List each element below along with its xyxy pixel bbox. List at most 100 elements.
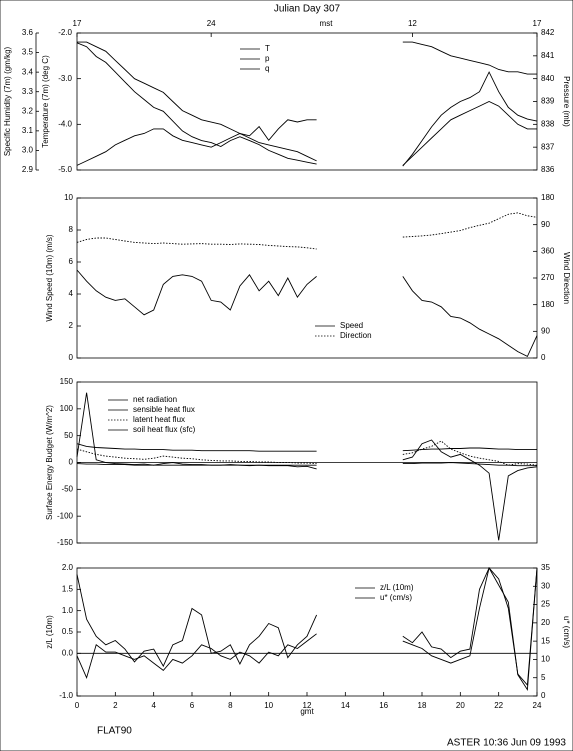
- y2-tick-label: 15: [541, 636, 550, 645]
- y-tick-label: 0.5: [62, 627, 74, 636]
- x-axis-label: gmt: [300, 707, 314, 716]
- y-tick-label: -2.0: [58, 28, 72, 37]
- legend-label: u* (cm/s): [380, 593, 412, 602]
- y-tick-label: 0.0: [62, 648, 74, 657]
- legend-label: sensible heat flux: [133, 405, 195, 414]
- x-tick-label: 0: [75, 701, 80, 710]
- legend-label: p: [265, 54, 270, 63]
- y-tick-label: 0: [69, 353, 74, 362]
- y3-tick-label: 3.5: [22, 48, 34, 57]
- chart-title: Julian Day 307: [274, 4, 341, 15]
- y-tick-label: -4.0: [58, 119, 72, 128]
- series-line: [76, 41, 537, 166]
- y2-tick-label: 837: [541, 142, 555, 151]
- y-axis-label: Surface Energy Budget (W/m^2): [45, 405, 54, 520]
- y2-tick-label: 180: [541, 193, 555, 202]
- y-tick-label: 1.0: [62, 606, 74, 615]
- y2-tick-label: 180: [541, 300, 555, 309]
- series-line: [76, 443, 537, 452]
- y2-tick-label: 0: [541, 691, 546, 700]
- y2-tick-label: 25: [541, 600, 550, 609]
- x-tick-label: 10: [264, 701, 273, 710]
- y2-axis-label: u* (cm/s): [562, 616, 571, 648]
- y2-tick-label: 836: [541, 165, 555, 174]
- y2-tick-label: 20: [541, 618, 550, 627]
- y-tick-label: -3.0: [58, 74, 72, 83]
- x-tick-label: 14: [341, 701, 350, 710]
- x-tick-label: 2: [113, 701, 118, 710]
- y-tick-label: -50: [61, 484, 73, 493]
- y2-tick-label: 840: [541, 74, 555, 83]
- y-axis-label: z/L (10m): [45, 615, 54, 649]
- y-tick-label: 4: [69, 289, 74, 298]
- series-line: [76, 462, 537, 467]
- series-line: [76, 269, 538, 358]
- y-axis-label: Wind Speed (10m) (m/s): [45, 234, 54, 321]
- y-tick-label: -150: [57, 538, 74, 547]
- y2-axis-label: Pressure (mb): [562, 76, 571, 127]
- y3-tick-label: 3.4: [22, 67, 34, 76]
- legend-label: Direction: [340, 331, 372, 340]
- legend-label: Speed: [340, 321, 363, 330]
- y-tick-label: 100: [60, 404, 74, 413]
- x-tick-label: 8: [228, 701, 233, 710]
- series-line: [76, 567, 538, 687]
- legend-label: latent heat flux: [133, 415, 185, 424]
- y2-axis-label: Wind Direction: [562, 252, 571, 304]
- y2-tick-label: 270: [541, 273, 555, 282]
- legend-label: q: [265, 64, 269, 73]
- y-tick-label: 10: [64, 193, 73, 202]
- y2-tick-label: 30: [541, 581, 550, 590]
- y2-tick-label: 10: [541, 655, 550, 664]
- y-tick-label: 0: [69, 458, 74, 467]
- y2-tick-label: 35: [541, 563, 550, 572]
- y2-tick-label: 90: [541, 326, 550, 335]
- y3-tick-label: 3.3: [22, 87, 34, 96]
- y2-tick-label: 5: [541, 673, 546, 682]
- y2-tick-label: 0: [541, 353, 546, 362]
- series-line: [77, 41, 537, 166]
- y3-tick-label: 3.1: [22, 126, 34, 135]
- y3-tick-label: 3.2: [22, 106, 34, 115]
- y-tick-label: 1.5: [62, 584, 74, 593]
- top-axis-label: mst: [320, 19, 334, 28]
- y-tick-label: 8: [69, 225, 74, 234]
- y2-tick-label: 90: [541, 220, 550, 229]
- y2-tick-label: 838: [541, 119, 555, 128]
- y3-axis-label: Specific Humidity (7m) (gm/kg): [3, 46, 12, 156]
- annotation: ASTER 10:36 Jun 09 1993: [447, 738, 566, 749]
- y-tick-label: 2: [69, 321, 74, 330]
- y3-tick-label: 3.6: [22, 28, 34, 37]
- y-tick-label: 2.0: [62, 563, 74, 572]
- x-tick-label: 24: [533, 701, 542, 710]
- y3-tick-label: 2.9: [22, 165, 34, 174]
- y2-tick-label: 842: [541, 28, 555, 37]
- annotation: FLAT90: [97, 726, 132, 737]
- x-tick-label: 20: [456, 701, 465, 710]
- x-tick-label: 22: [494, 701, 503, 710]
- y-tick-label: 6: [69, 257, 74, 266]
- y-tick-label: -5.0: [58, 165, 72, 174]
- x2-tick-label: 12: [408, 19, 417, 28]
- x-tick-label: 6: [190, 701, 195, 710]
- legend-label: T: [265, 44, 270, 53]
- series-line: [76, 440, 538, 466]
- legend-label: soil heat flux (sfc): [133, 425, 196, 434]
- y-tick-label: -100: [57, 511, 74, 520]
- series-line: [76, 212, 538, 250]
- y-tick-label: 150: [60, 377, 74, 386]
- legend-label: net radiation: [133, 395, 177, 404]
- y-tick-label: 50: [64, 431, 73, 440]
- series-line: [76, 392, 538, 541]
- x-tick-label: 4: [151, 701, 156, 710]
- y2-tick-label: 841: [541, 51, 555, 60]
- x-tick-label: 16: [379, 701, 388, 710]
- x-tick-label: 12: [303, 701, 312, 710]
- legend-label: z/L (10m): [380, 583, 414, 592]
- x-tick-label: 18: [418, 701, 427, 710]
- x2-tick-label: 17: [533, 19, 542, 28]
- y-axis-label: Temperature (7m) (deg C): [41, 55, 50, 148]
- series-line: [76, 42, 538, 167]
